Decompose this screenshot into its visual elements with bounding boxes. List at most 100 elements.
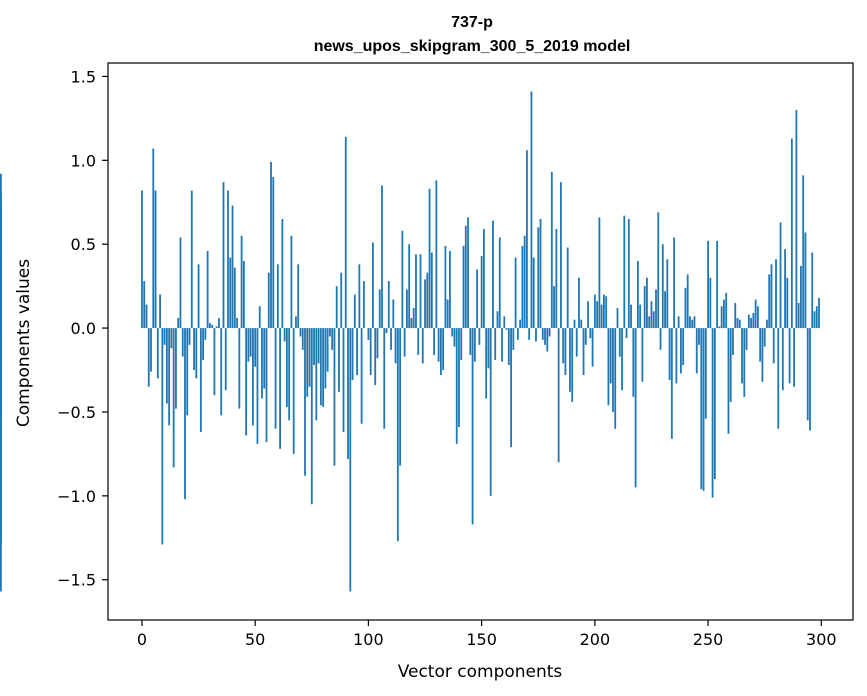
bar: [449, 250, 451, 329]
bar: [247, 328, 250, 362]
bar: [376, 328, 379, 359]
bar: [170, 328, 173, 349]
bar: [741, 328, 743, 384]
bar: [252, 328, 254, 426]
bar: [781, 328, 784, 391]
bar: [806, 328, 809, 421]
bar: [215, 326, 218, 329]
bar: [297, 264, 300, 329]
bar: [319, 328, 322, 406]
bar: [444, 245, 447, 329]
bar: [557, 328, 560, 463]
bar: [627, 219, 630, 329]
bar: [145, 304, 148, 329]
bar: [186, 328, 189, 416]
y-tick-label: 1.5: [71, 67, 96, 86]
bar: [424, 279, 426, 329]
bar: [593, 294, 596, 329]
bar: [473, 328, 476, 362]
bar: [163, 328, 166, 345]
bar: [700, 328, 703, 490]
bar: [451, 328, 454, 337]
x-tick-label: 50: [245, 630, 265, 649]
bar: [313, 328, 315, 365]
bar: [195, 328, 198, 379]
bar: [419, 254, 422, 329]
bar: [634, 328, 637, 488]
bar: [713, 328, 716, 480]
y-tick-label: 0.0: [71, 319, 96, 338]
bar: [759, 328, 762, 362]
bar: [793, 328, 796, 387]
x-tick-label: 200: [580, 630, 611, 649]
bar: [390, 328, 392, 350]
chart-title-line-2: news_upos_skipgram_300_5_2019 model: [314, 38, 631, 55]
bar: [650, 301, 653, 329]
y-tick-label: −1.5: [57, 571, 96, 590]
bar: [732, 328, 734, 355]
bar: [175, 328, 177, 409]
bar: [453, 328, 456, 347]
bar: [587, 301, 589, 329]
chart-title-line-1: 737-p: [451, 14, 493, 31]
bar: [190, 190, 193, 329]
y-tick-label: 0.5: [71, 235, 96, 254]
bar: [766, 319, 768, 329]
bar: [274, 328, 277, 429]
bar: [657, 212, 660, 329]
bar: [360, 328, 363, 424]
bar: [673, 237, 676, 329]
bar: [670, 328, 673, 439]
bar: [772, 328, 775, 364]
bar: [589, 328, 592, 339]
bar: [768, 274, 771, 329]
bar: [310, 328, 313, 505]
bar: [0, 318, 2, 329]
bar: [412, 307, 415, 329]
bar: [507, 328, 510, 365]
x-tick-label: 250: [693, 630, 724, 649]
bar: [396, 328, 399, 542]
bar: [591, 328, 594, 367]
y-tick-label: −0.5: [57, 403, 96, 422]
bar: [236, 318, 238, 329]
bar: [682, 328, 685, 365]
bar: [199, 328, 202, 433]
bar: [632, 328, 635, 397]
bar: [698, 328, 700, 345]
bar: [704, 328, 707, 419]
bar: [197, 264, 200, 329]
bar: [603, 294, 605, 329]
bar: [788, 328, 791, 384]
bar: [222, 182, 225, 329]
bar: [569, 328, 571, 392]
bar: [301, 328, 304, 350]
bar: [261, 328, 263, 399]
bar: [777, 328, 780, 429]
bar: [367, 328, 370, 340]
bar: [315, 328, 318, 421]
bar: [541, 328, 544, 340]
bar: [372, 242, 374, 329]
bar: [369, 328, 372, 376]
bar: [580, 319, 583, 329]
bar: [623, 215, 626, 329]
bar: [496, 311, 499, 329]
bar: [281, 219, 284, 329]
bar: [326, 328, 329, 372]
bar: [150, 328, 152, 372]
bar: [747, 314, 750, 329]
bar: [165, 328, 168, 404]
bar: [256, 328, 259, 444]
bar: [184, 328, 186, 500]
bar: [754, 299, 757, 329]
bar: [290, 235, 293, 329]
bar: [605, 296, 608, 329]
bar: [555, 229, 558, 329]
bar: [439, 328, 442, 376]
bar: [333, 328, 336, 466]
bar: [374, 328, 377, 386]
bar: [147, 328, 150, 387]
bar: [285, 328, 288, 407]
bar: [800, 266, 802, 329]
